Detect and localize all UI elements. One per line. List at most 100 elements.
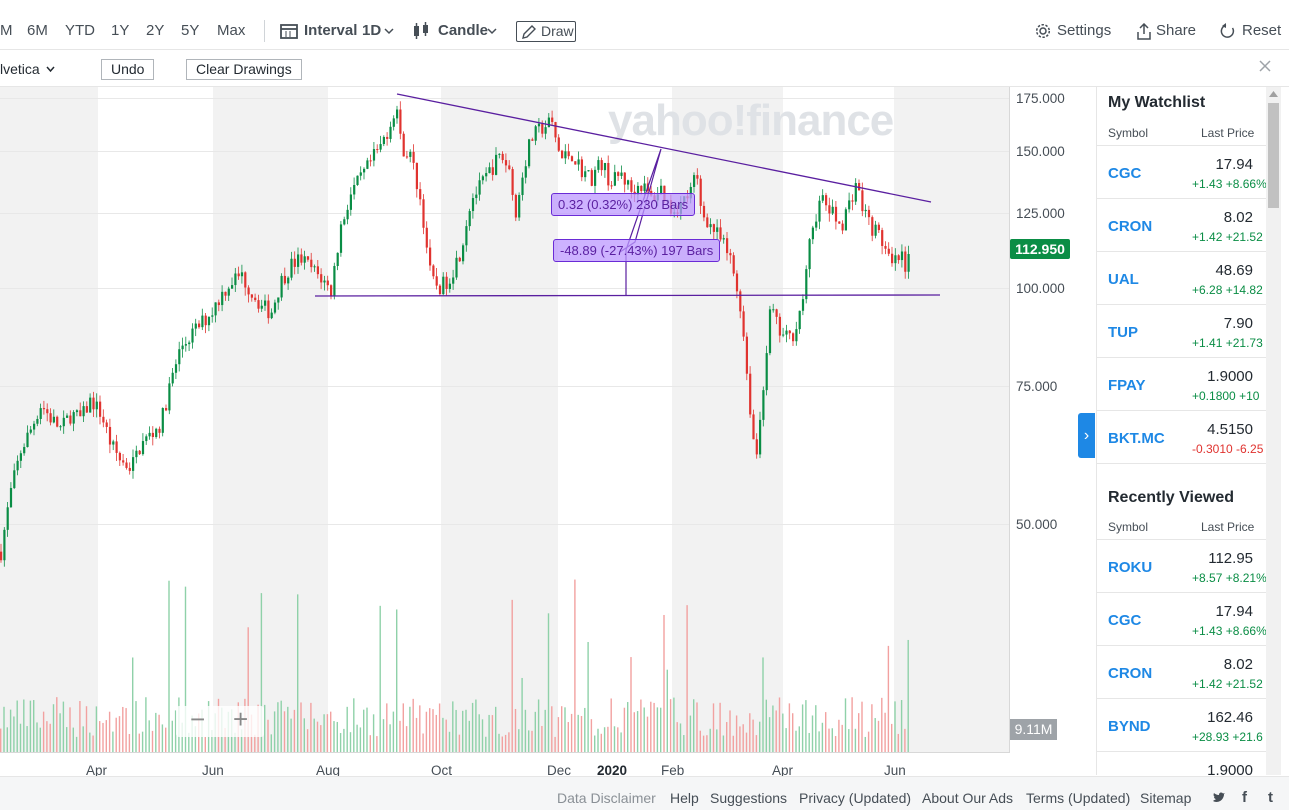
watchlist-row[interactable]: BYND 162.46 +28.93 +21.6	[1097, 699, 1266, 752]
watchlist-row[interactable]: CGC 17.94 +1.43 +8.66%	[1097, 593, 1266, 646]
last-price-tag: 112.950	[1010, 239, 1070, 259]
symbol-link[interactable]: FPAY	[1108, 377, 1146, 394]
draw-button[interactable]: Draw	[516, 21, 576, 42]
watchlist-row[interactable]: CRON 8.02 +1.42 +21.52	[1097, 646, 1266, 699]
zoom-in-button[interactable]: +	[233, 704, 249, 734]
candle-body	[306, 256, 310, 260]
candle-body	[171, 372, 174, 384]
volume-bar	[570, 713, 573, 752]
volume-bar	[904, 728, 906, 752]
candle-body	[544, 127, 547, 134]
candle-body	[69, 415, 72, 424]
candle-body	[165, 408, 168, 411]
candle-body	[112, 441, 115, 445]
tumblr-icon[interactable]: t	[1268, 789, 1273, 806]
scroll-up-icon[interactable]	[1269, 91, 1278, 97]
volume-bar	[600, 733, 602, 752]
candle-body	[471, 198, 475, 212]
footer-link[interactable]: Sitemap	[1140, 790, 1192, 806]
range-1y-button[interactable]: 1Y	[111, 22, 130, 39]
settings-button[interactable]: Settings	[1057, 22, 1112, 39]
scrollbar-thumb[interactable]	[1268, 103, 1279, 208]
candle-icon[interactable]	[412, 22, 430, 40]
share-icon[interactable]	[1136, 23, 1152, 40]
price-change: -0.3010 -6.25	[1192, 442, 1263, 456]
candle-body	[594, 169, 597, 186]
interval-value[interactable]: 1D	[362, 22, 382, 39]
watchlist-row[interactable]: FPAY 1.9000 +0.1800 +10	[1097, 358, 1266, 411]
symbol-link[interactable]: BKT.MC	[1108, 430, 1165, 447]
gear-icon[interactable]	[1035, 23, 1051, 39]
chart-type-label[interactable]: Candle	[438, 22, 489, 39]
measurement-label[interactable]: -48.89 (-27.43%) 197 Bars	[553, 239, 721, 262]
symbol-link[interactable]: CRON	[1108, 218, 1153, 235]
footer-link[interactable]: About Our Ads	[922, 790, 1014, 806]
symbol-link[interactable]: UAL	[1108, 271, 1139, 288]
symbol-link[interactable]: CRON	[1108, 665, 1153, 682]
footer-link[interactable]: Data Disclaimer	[557, 790, 656, 806]
zoom-out-button[interactable]: −	[190, 704, 206, 734]
candle-body	[277, 297, 280, 303]
watchlist-row[interactable]: UAL 48.69 +6.28 +14.82	[1097, 252, 1266, 305]
range-max-button[interactable]: Max	[217, 22, 246, 39]
range-ytd-button[interactable]: YTD	[65, 22, 95, 39]
candle-body	[326, 280, 329, 286]
range-2y-button[interactable]: 2Y	[146, 22, 165, 39]
clear-drawings-button[interactable]: Clear Drawings	[186, 59, 302, 80]
font-select[interactable]: lvetica	[0, 61, 40, 77]
volume-bar	[844, 698, 847, 752]
range-6m[interactable]: M	[0, 22, 13, 39]
range-6m-button[interactable]: 6M	[27, 22, 48, 39]
candle-body	[891, 253, 894, 264]
range-5y-button[interactable]: 5Y	[181, 22, 200, 39]
close-icon[interactable]	[1259, 60, 1271, 72]
watchlist-row[interactable]: TUP 7.90 +1.41 +21.73	[1097, 305, 1266, 358]
volume-bar	[333, 721, 335, 752]
undo-button[interactable]: Undo	[101, 59, 155, 80]
candle-body	[75, 410, 79, 413]
interval-label[interactable]: Interval	[304, 22, 358, 39]
candle-body	[320, 274, 323, 283]
measurement-label[interactable]: 0.32 (0.32%) 230 Bars	[551, 193, 696, 216]
volume-bar	[640, 699, 642, 752]
symbol-link[interactable]: TUP	[1108, 324, 1138, 341]
volume-bar	[224, 728, 226, 752]
volume-bar	[795, 730, 797, 752]
footer-link[interactable]: Help	[670, 790, 699, 806]
footer-link[interactable]: Privacy (Updated)	[799, 790, 912, 806]
footer-link[interactable]: Suggestions	[710, 790, 788, 806]
twitter-icon[interactable]	[1212, 792, 1226, 804]
chevron-down-icon[interactable]	[46, 66, 55, 73]
candle-body	[442, 276, 445, 295]
candle-body	[742, 311, 745, 337]
sidebar-toggle-button[interactable]: ›	[1078, 413, 1095, 458]
symbol-link[interactable]: BYND	[1108, 718, 1151, 735]
facebook-icon[interactable]: f	[1242, 789, 1247, 806]
volume-bar	[554, 736, 556, 752]
volume-bar	[326, 714, 329, 752]
price-change: +6.28 +14.82	[1192, 283, 1263, 297]
chevron-down-icon[interactable]	[384, 27, 394, 35]
share-button[interactable]: Share	[1156, 22, 1197, 39]
volume-bar	[372, 714, 375, 752]
watchlist-row[interactable]: CRON 8.02 +1.42 +21.52	[1097, 199, 1266, 252]
symbol-link[interactable]: CGC	[1108, 612, 1142, 629]
volume-bar	[99, 721, 101, 752]
sidebar-scrollbar[interactable]	[1266, 87, 1281, 775]
gridline	[0, 386, 1010, 387]
reset-button[interactable]: Reset	[1242, 22, 1282, 39]
watchlist-row[interactable]: CGC 17.94 +1.43 +8.66%	[1097, 146, 1266, 199]
volume-bar	[132, 657, 134, 752]
symbol-link[interactable]: ROKU	[1108, 559, 1153, 576]
watchlist-row[interactable]: 1.9000	[1097, 752, 1266, 775]
candle-body	[59, 426, 62, 428]
candle-body	[155, 428, 158, 437]
symbol-link[interactable]: CGC	[1108, 165, 1142, 182]
watchlist-row[interactable]: ROKU 112.95 +8.57 +8.21%	[1097, 540, 1266, 593]
watchlist-row[interactable]: BKT.MC 4.5150 -0.3010 -6.25	[1097, 411, 1266, 464]
reset-icon[interactable]	[1220, 23, 1236, 39]
volume-bar	[330, 711, 332, 752]
footer-link[interactable]: Terms (Updated)	[1026, 790, 1131, 806]
candlestick-chart[interactable]	[0, 87, 1010, 753]
chevron-down-icon[interactable]	[487, 27, 497, 35]
